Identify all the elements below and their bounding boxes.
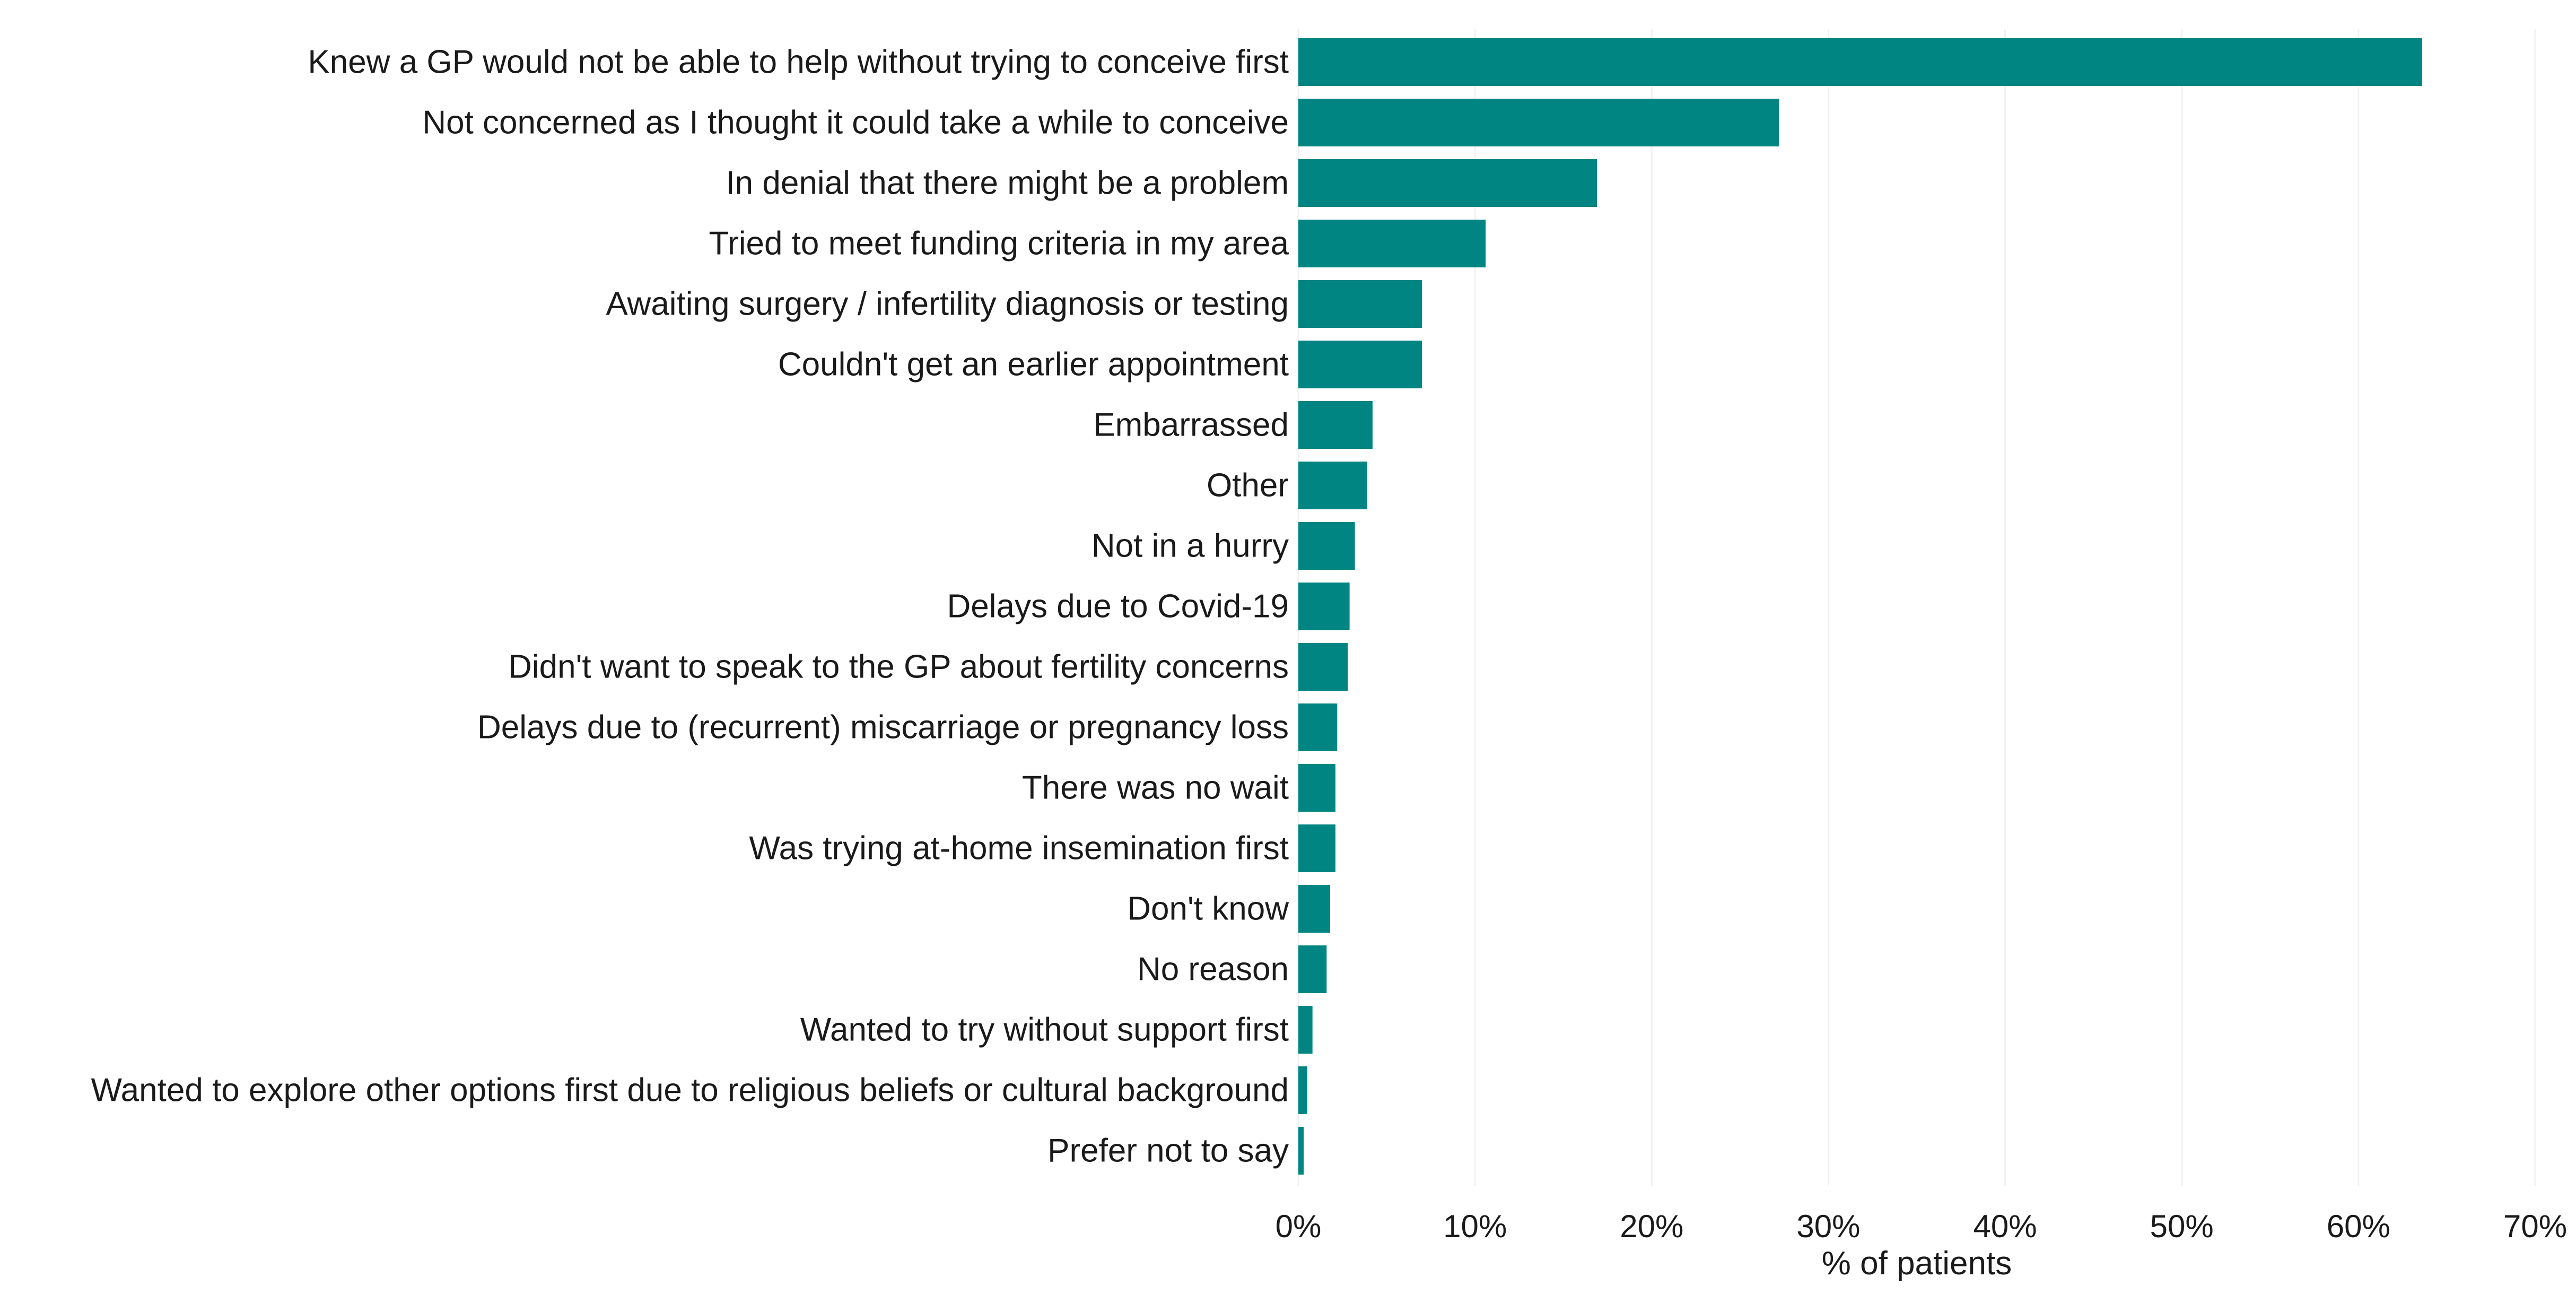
bar xyxy=(1298,462,1367,509)
category-label: In denial that there might be a problem xyxy=(726,165,1289,202)
bar xyxy=(1298,220,1486,267)
x-tick-label: 50% xyxy=(2150,1209,2214,1244)
x-axis-title: % of patients xyxy=(1822,1245,2012,1282)
category-label: There was no wait xyxy=(1022,770,1289,806)
category-label: Not concerned as I thought it could take… xyxy=(422,105,1289,141)
category-label: Delays due to Covid-19 xyxy=(947,588,1289,625)
tick-label-layer: 0% 10% 20% 30% 40% 50% 60% 70% xyxy=(1276,1209,2567,1244)
bar xyxy=(1298,1066,1307,1114)
x-tick-label: 70% xyxy=(2503,1209,2567,1244)
bar xyxy=(1298,401,1373,449)
category-label: Wanted to explore other options first du… xyxy=(91,1072,1289,1109)
bar xyxy=(1298,38,2422,86)
category-label: Not in a hurry xyxy=(1091,528,1289,564)
bar xyxy=(1298,643,1348,691)
bar xyxy=(1298,1006,1313,1054)
category-label: Prefer not to say xyxy=(1047,1133,1289,1169)
bar xyxy=(1298,1127,1304,1175)
category-label: Wanted to try without support first xyxy=(800,1012,1289,1048)
category-label: Awaiting surgery / infertility diagnosis… xyxy=(606,286,1289,323)
category-label-layer: Knew a GP would not be able to help with… xyxy=(91,44,1289,1169)
bar xyxy=(1298,583,1350,630)
bar xyxy=(1298,824,1335,872)
category-label: No reason xyxy=(1137,951,1289,988)
x-tick-label: 0% xyxy=(1276,1209,1322,1244)
bar xyxy=(1298,885,1330,933)
bar xyxy=(1298,99,1779,146)
bar xyxy=(1298,280,1422,328)
x-tick-label: 30% xyxy=(1796,1209,1860,1244)
bar xyxy=(1298,945,1327,993)
bar xyxy=(1298,159,1597,207)
x-tick-label: 20% xyxy=(1620,1209,1683,1244)
category-label: Don't know xyxy=(1127,891,1289,927)
bar xyxy=(1298,341,1422,388)
x-tick-label: 40% xyxy=(1974,1209,2037,1244)
category-label: Tried to meet funding criteria in my are… xyxy=(709,225,1289,262)
category-label: Knew a GP would not be able to help with… xyxy=(308,44,1289,81)
bar-layer xyxy=(1298,38,2422,1175)
x-tick-label: 60% xyxy=(2327,1209,2390,1244)
category-label: Was trying at-home insemination first xyxy=(749,830,1289,867)
category-label: Other xyxy=(1207,467,1289,504)
category-label: Embarrassed xyxy=(1093,407,1289,444)
category-label: Didn't want to speak to the GP about fer… xyxy=(508,649,1289,685)
bar xyxy=(1298,764,1335,812)
x-tick-label: 10% xyxy=(1443,1209,1507,1244)
category-label: Delays due to (recurrent) miscarriage or… xyxy=(477,709,1289,746)
category-label: Couldn't get an earlier appointment xyxy=(778,346,1289,383)
bar xyxy=(1298,522,1355,570)
bar xyxy=(1298,703,1338,751)
